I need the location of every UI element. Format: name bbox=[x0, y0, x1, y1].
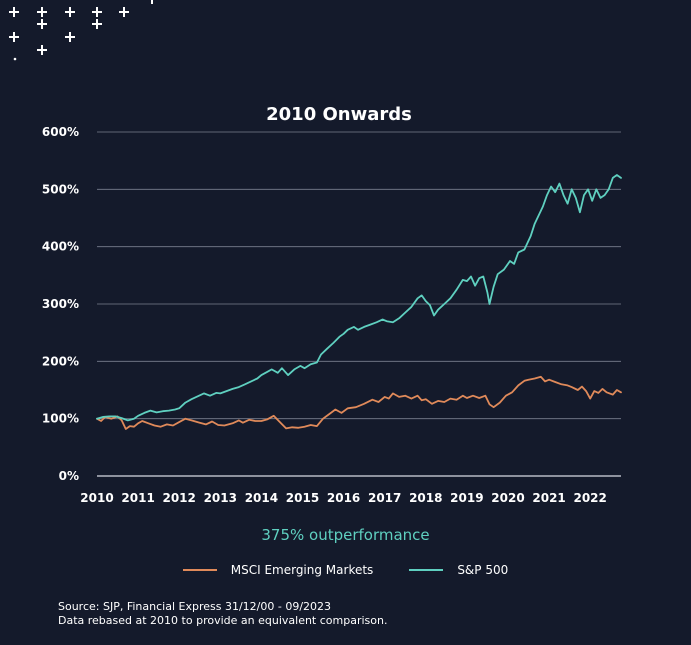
line-chart: 2010 Onwards 0%100%200%300%400%500%600% … bbox=[42, 104, 622, 505]
source-line: Source: SJP, Financial Express 31/12/00 … bbox=[58, 600, 332, 613]
series-line-sp500 bbox=[96, 174, 622, 422]
series-line-msci-emerging-markets bbox=[96, 375, 622, 430]
plus-icon bbox=[37, 45, 47, 55]
x-tick-label: 2015 bbox=[286, 491, 319, 505]
legend-item-sp500: S&P 500 bbox=[409, 563, 508, 577]
plus-icon bbox=[65, 32, 75, 42]
legend-label-sp500: S&P 500 bbox=[457, 563, 509, 577]
plus-icon bbox=[65, 7, 75, 17]
chart-series-lines bbox=[96, 174, 622, 430]
y-tick-label: 500% bbox=[42, 182, 79, 196]
y-tick-label: 100% bbox=[42, 412, 79, 426]
x-tick-label: 2011 bbox=[121, 491, 154, 505]
y-tick-label: 300% bbox=[42, 297, 79, 311]
chart-legend: MSCI Emerging Markets S&P 500 bbox=[0, 563, 691, 577]
x-axis-ticks: 2010 2011 2012 2013 2014 2015 2016 2017 2018 2019… bbox=[80, 491, 607, 505]
x-tick-label: 2021 bbox=[532, 491, 565, 505]
x-tick-label: 2014 bbox=[245, 491, 278, 505]
plus-icon bbox=[119, 7, 129, 17]
legend-swatch-sp500 bbox=[409, 569, 444, 571]
legend-swatch-msci bbox=[182, 569, 217, 571]
y-tick-label: 400% bbox=[42, 240, 79, 254]
outperformance-annotation: 375% outperformance bbox=[261, 526, 430, 544]
plus-icon bbox=[37, 19, 47, 29]
chart-gridlines bbox=[97, 131, 621, 477]
rebase-note: Data rebased at 2010 to provide an equiv… bbox=[58, 614, 388, 627]
plus-icon bbox=[37, 7, 47, 17]
x-tick-label: 2012 bbox=[162, 491, 195, 505]
y-axis-ticks: 0% 100% 200% 300% 400% 500% 600% bbox=[42, 125, 79, 483]
legend-label-msci: MSCI Emerging Markets bbox=[230, 563, 374, 577]
plus-icon bbox=[9, 32, 19, 42]
plus-icon bbox=[9, 7, 19, 17]
x-tick-label: 2017 bbox=[368, 491, 401, 505]
source-note: Source: SJP, Financial Express 31/12/00 … bbox=[58, 600, 387, 628]
x-tick-label: 2018 bbox=[409, 491, 442, 505]
y-tick-label: 200% bbox=[42, 354, 79, 368]
legend-item-msci: MSCI Emerging Markets bbox=[182, 563, 374, 577]
plus-icon bbox=[92, 7, 102, 17]
dot-icon bbox=[13, 57, 17, 61]
plus-icon bbox=[92, 19, 102, 29]
x-tick-label: 2013 bbox=[204, 491, 237, 505]
y-tick-label: 600% bbox=[42, 125, 79, 139]
x-tick-label: 2022 bbox=[573, 491, 606, 505]
y-tick-label: 0% bbox=[59, 469, 79, 483]
x-tick-label: 2010 bbox=[80, 491, 113, 505]
x-tick-label: 2016 bbox=[327, 491, 360, 505]
x-tick-label: 2020 bbox=[491, 491, 524, 505]
chart-title: 2010 Onwards bbox=[266, 104, 412, 125]
x-tick-label: 2019 bbox=[450, 491, 483, 505]
plus-sign-pattern-icon bbox=[9, 0, 153, 61]
